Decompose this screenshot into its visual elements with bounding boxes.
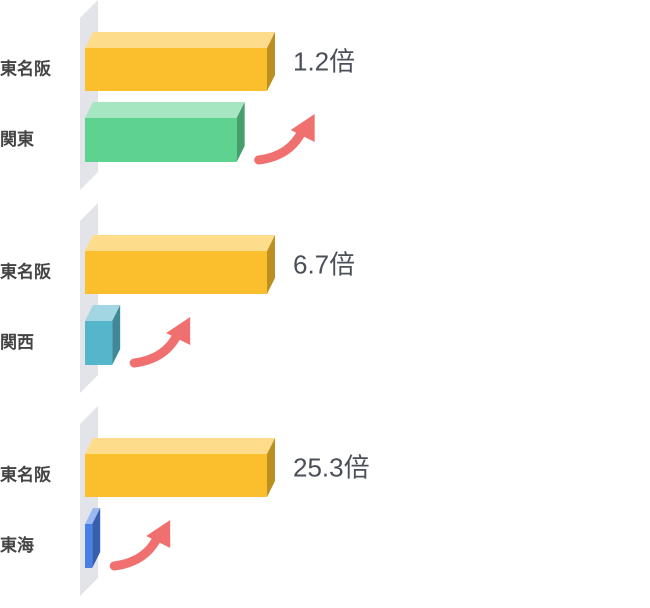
bar-top (85, 508, 101, 524)
arrow (254, 125, 308, 165)
category-label: 関西 (0, 333, 34, 353)
bar-side (112, 305, 121, 365)
arrow-head (146, 520, 171, 548)
arrow (129, 328, 183, 368)
category-label: 関東 (0, 129, 34, 150)
bar (85, 32, 275, 91)
arrow (109, 531, 163, 571)
category-label: 東海 (0, 535, 34, 556)
bar-front (85, 118, 237, 162)
bar (85, 508, 101, 568)
category-label: 東名阪 (0, 465, 51, 486)
value-label: 25.3倍 (293, 452, 370, 482)
bar (85, 235, 275, 294)
category-label: 東名阪 (0, 262, 51, 283)
bar-top (85, 305, 121, 321)
bar-side (236, 102, 245, 162)
bar-front (85, 251, 267, 294)
bar-front (85, 321, 113, 365)
value-label: 6.7倍 (293, 249, 355, 279)
bar-front (85, 454, 267, 497)
bar-top (85, 32, 275, 48)
bar-side (267, 32, 275, 91)
bar-side (92, 508, 101, 568)
bar-top (85, 235, 275, 251)
bar-side (267, 438, 275, 497)
bar-side (267, 235, 275, 294)
category-label: 東名阪 (0, 59, 51, 80)
bar-front (85, 48, 267, 91)
arrow-head (166, 317, 191, 345)
bar-top (85, 102, 245, 118)
value-label: 1.2倍 (293, 46, 355, 76)
bar-front (85, 524, 93, 568)
bar (85, 438, 275, 497)
bar-top (85, 438, 275, 454)
arrow-head (290, 114, 315, 142)
bar (85, 102, 245, 162)
bar (85, 305, 121, 365)
